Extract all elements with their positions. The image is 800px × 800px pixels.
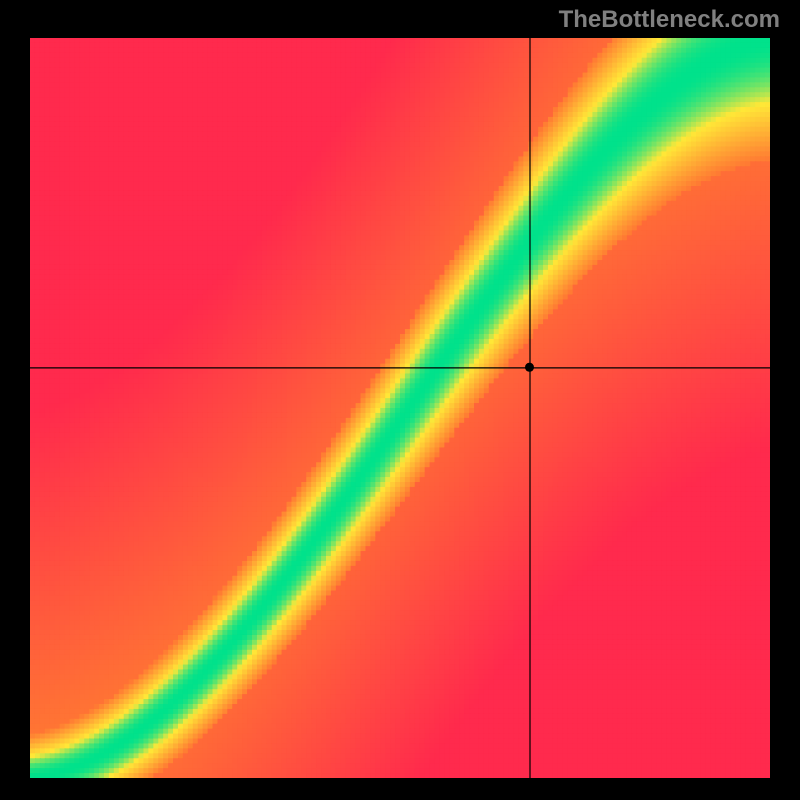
bottleneck-heatmap <box>30 38 770 778</box>
watermark-text: TheBottleneck.com <box>559 6 780 34</box>
